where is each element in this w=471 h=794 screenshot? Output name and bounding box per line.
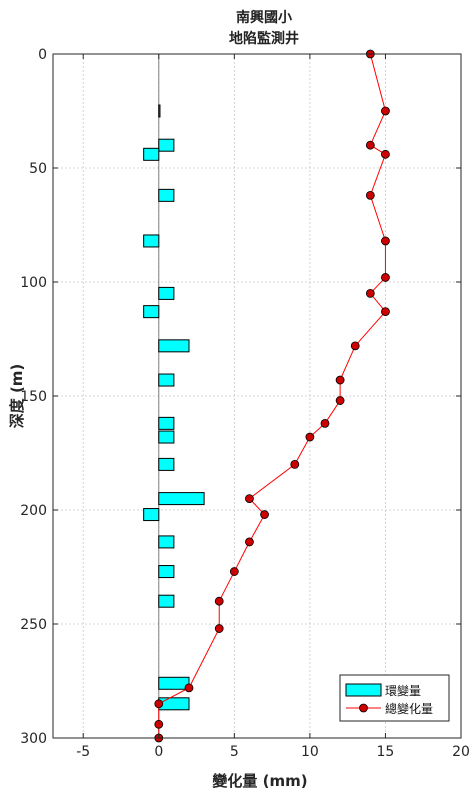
bar-ring-change [158, 339, 190, 353]
x-tick-label: 15 [377, 744, 395, 760]
point-total-change [381, 236, 390, 246]
bar-ring-change [158, 457, 175, 471]
point-total-change [381, 149, 390, 159]
legend-bar-label: 環變量 [385, 683, 421, 698]
point-total-change [365, 288, 375, 298]
point-total-change [214, 624, 224, 633]
y-tick-label: 100 [20, 275, 47, 291]
point-total-change [184, 683, 194, 693]
point-total-change [214, 596, 224, 606]
x-tick-label: -5 [76, 744, 90, 760]
bar-ring-change [158, 697, 190, 711]
bar-ring-change [143, 508, 160, 522]
total-change-markers [154, 49, 390, 743]
point-total-change [335, 396, 345, 405]
point-total-change [154, 699, 164, 709]
point-total-change [320, 418, 330, 428]
point-total-change [381, 307, 390, 317]
point-total-change [305, 432, 315, 442]
point-total-change [381, 273, 390, 282]
bar-ring-change [143, 147, 160, 161]
bar-ring-change [158, 676, 190, 690]
bar-ring-change [158, 492, 205, 506]
point-total-change [260, 510, 269, 519]
chart-title-line-2: 地陷監測井 [229, 30, 299, 47]
y-tick-label: 300 [20, 731, 47, 747]
legend: 環變量 總變化量 [339, 674, 450, 722]
legend-line-label: 總變化量 [385, 701, 433, 716]
bar-ring-change [158, 188, 175, 202]
x-axis-label: 變化量 (mm) [211, 772, 307, 790]
point-total-change [365, 140, 375, 150]
x-tick-label: 5 [230, 744, 239, 760]
legend-line-marker [359, 703, 368, 713]
point-total-change [350, 341, 360, 351]
point-total-change [154, 719, 164, 729]
x-tick-label: 0 [154, 744, 163, 760]
point-total-change [290, 459, 300, 469]
bar-ring-change [158, 286, 175, 300]
point-total-change [335, 375, 345, 385]
x-tick-label: 20 [452, 744, 470, 760]
bar-ring-change [158, 565, 175, 579]
point-total-change [245, 494, 254, 504]
legend-bar-swatch [345, 683, 382, 697]
y-tick-label: 0 [38, 47, 47, 63]
bar-ring-change [158, 138, 175, 152]
bar-ring-change [158, 430, 175, 444]
bar-ring-change [158, 104, 161, 118]
y-tick-label: 200 [20, 503, 47, 519]
legend-box [339, 674, 450, 722]
y-tick-label: 150 [20, 389, 47, 405]
x-tick-label: 10 [301, 744, 319, 760]
bar-ring-change [143, 305, 160, 319]
y-tick-label: 250 [20, 617, 47, 633]
y-tick-label: 50 [29, 161, 47, 177]
point-total-change [245, 537, 254, 547]
bar-ring-change [158, 373, 175, 387]
point-total-change [365, 190, 375, 200]
point-total-change [229, 567, 239, 576]
bar-ring-change [158, 535, 175, 549]
bar-ring-change [158, 594, 175, 608]
point-total-change [381, 106, 390, 116]
bar-ring-change [158, 416, 175, 430]
bar-ring-change [143, 234, 160, 248]
chart-title-line-1: 南興國小 [236, 9, 292, 26]
y-axis-label: 深度 (m) [8, 364, 26, 429]
